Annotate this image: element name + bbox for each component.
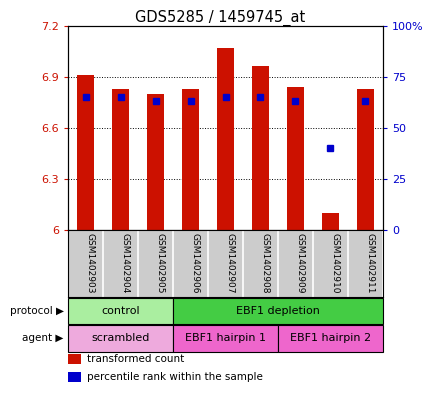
Bar — [173, 325, 278, 352]
Text: EBF1 depletion: EBF1 depletion — [236, 306, 320, 316]
Text: GSM1402911: GSM1402911 — [365, 233, 374, 293]
Text: GSM1402909: GSM1402909 — [295, 233, 304, 293]
Bar — [287, 87, 304, 230]
Text: GSM1402907: GSM1402907 — [226, 233, 235, 293]
Text: scrambled: scrambled — [92, 333, 150, 343]
Text: EBF1 hairpin 2: EBF1 hairpin 2 — [290, 333, 371, 343]
Bar — [182, 88, 199, 230]
Text: GDS5285 / 1459745_at: GDS5285 / 1459745_at — [135, 10, 305, 26]
Bar — [112, 88, 129, 230]
Bar — [68, 298, 173, 324]
Text: control: control — [101, 306, 140, 316]
Text: percentile rank within the sample: percentile rank within the sample — [87, 372, 263, 382]
Text: agent ▶: agent ▶ — [22, 333, 64, 343]
Text: transformed count: transformed count — [87, 354, 184, 364]
Text: GSM1402906: GSM1402906 — [191, 233, 200, 293]
Bar — [147, 94, 164, 230]
Text: GSM1402910: GSM1402910 — [330, 233, 339, 293]
Bar — [173, 298, 383, 324]
Text: EBF1 hairpin 1: EBF1 hairpin 1 — [185, 333, 266, 343]
Bar — [356, 88, 374, 230]
Text: GSM1402908: GSM1402908 — [260, 233, 269, 293]
Bar — [322, 213, 339, 230]
Bar — [68, 372, 81, 382]
Bar — [252, 66, 269, 230]
Bar — [278, 325, 383, 352]
Text: GSM1402904: GSM1402904 — [121, 233, 130, 293]
Text: GSM1402903: GSM1402903 — [86, 233, 95, 293]
Bar — [68, 325, 173, 352]
Text: GSM1402905: GSM1402905 — [156, 233, 165, 293]
Text: protocol ▶: protocol ▶ — [10, 306, 64, 316]
Bar — [77, 75, 95, 230]
Bar — [217, 48, 234, 230]
Bar — [68, 354, 81, 364]
